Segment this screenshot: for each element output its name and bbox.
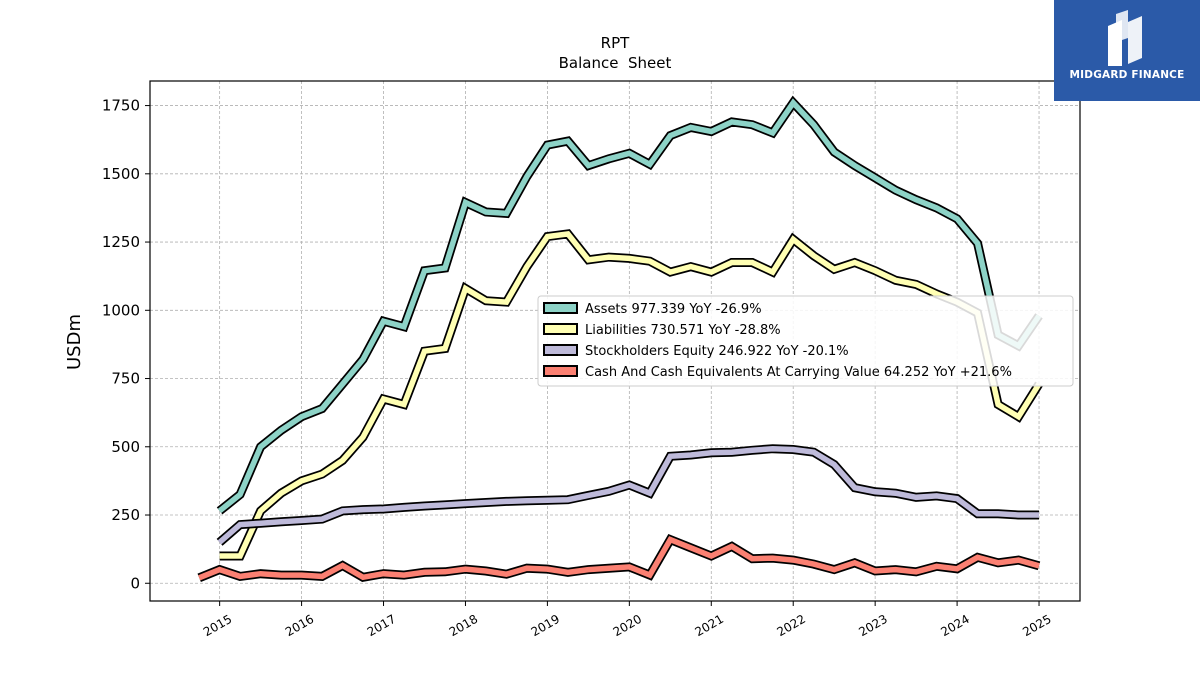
y-tick-label: 0 [130,574,140,592]
legend-swatch [543,365,578,377]
logo-mark-icon [1108,10,1142,66]
x-tick-label: 2018 [447,612,480,639]
legend-label: Cash And Cash Equivalents At Carrying Va… [585,365,1012,380]
legend: Assets 977.339 YoY -26.9% Liabilities 730… [537,295,1074,387]
x-tick-label: 2017 [365,612,398,639]
y-tick-label: 1000 [102,301,140,319]
y-tick-label: 750 [111,370,140,388]
y-tick-label: 1250 [102,233,140,251]
x-tick-label: 2019 [529,612,562,639]
y-tick-label: 250 [111,506,140,524]
legend-box [537,295,1074,387]
series-line-2 [217,445,1039,545]
legend-swatch [543,302,578,314]
series-line-0 [217,98,1042,514]
brand-logo: MIDGARD FINANCE [1054,0,1200,101]
x-tick-label: 2020 [611,612,644,639]
x-tick-label: 2016 [283,612,316,639]
x-tick-label: 2023 [856,612,889,639]
y-tick-label: 1500 [102,165,140,183]
y-tick-label: 1750 [102,97,140,115]
y-tick-label: 500 [111,438,140,456]
legend-swatch [543,344,578,356]
x-tick-label: 2015 [201,612,234,639]
series-line-3 [198,536,1040,581]
legend-label: Assets 977.339 YoY -26.9% [585,302,762,317]
logo-text: MIDGARD FINANCE [1069,69,1185,81]
legend-label: Liabilities 730.571 YoY -28.8% [585,323,781,338]
chart-title: RPT [601,34,630,52]
x-tick-label: 2024 [938,612,971,639]
legend-label: Stockholders Equity 246.922 YoY -20.1% [585,344,849,359]
x-tick-label: 2021 [693,612,726,639]
x-tick-label: 2025 [1020,612,1053,639]
x-tick-label: 2022 [774,612,807,639]
y-axis-label: USDm [64,314,85,370]
series-line-1 [219,230,1042,559]
legend-swatch [543,323,578,335]
plot-frame [149,80,1081,602]
chart-subtitle: Balance Sheet [559,54,672,72]
series-layer [197,95,1043,583]
